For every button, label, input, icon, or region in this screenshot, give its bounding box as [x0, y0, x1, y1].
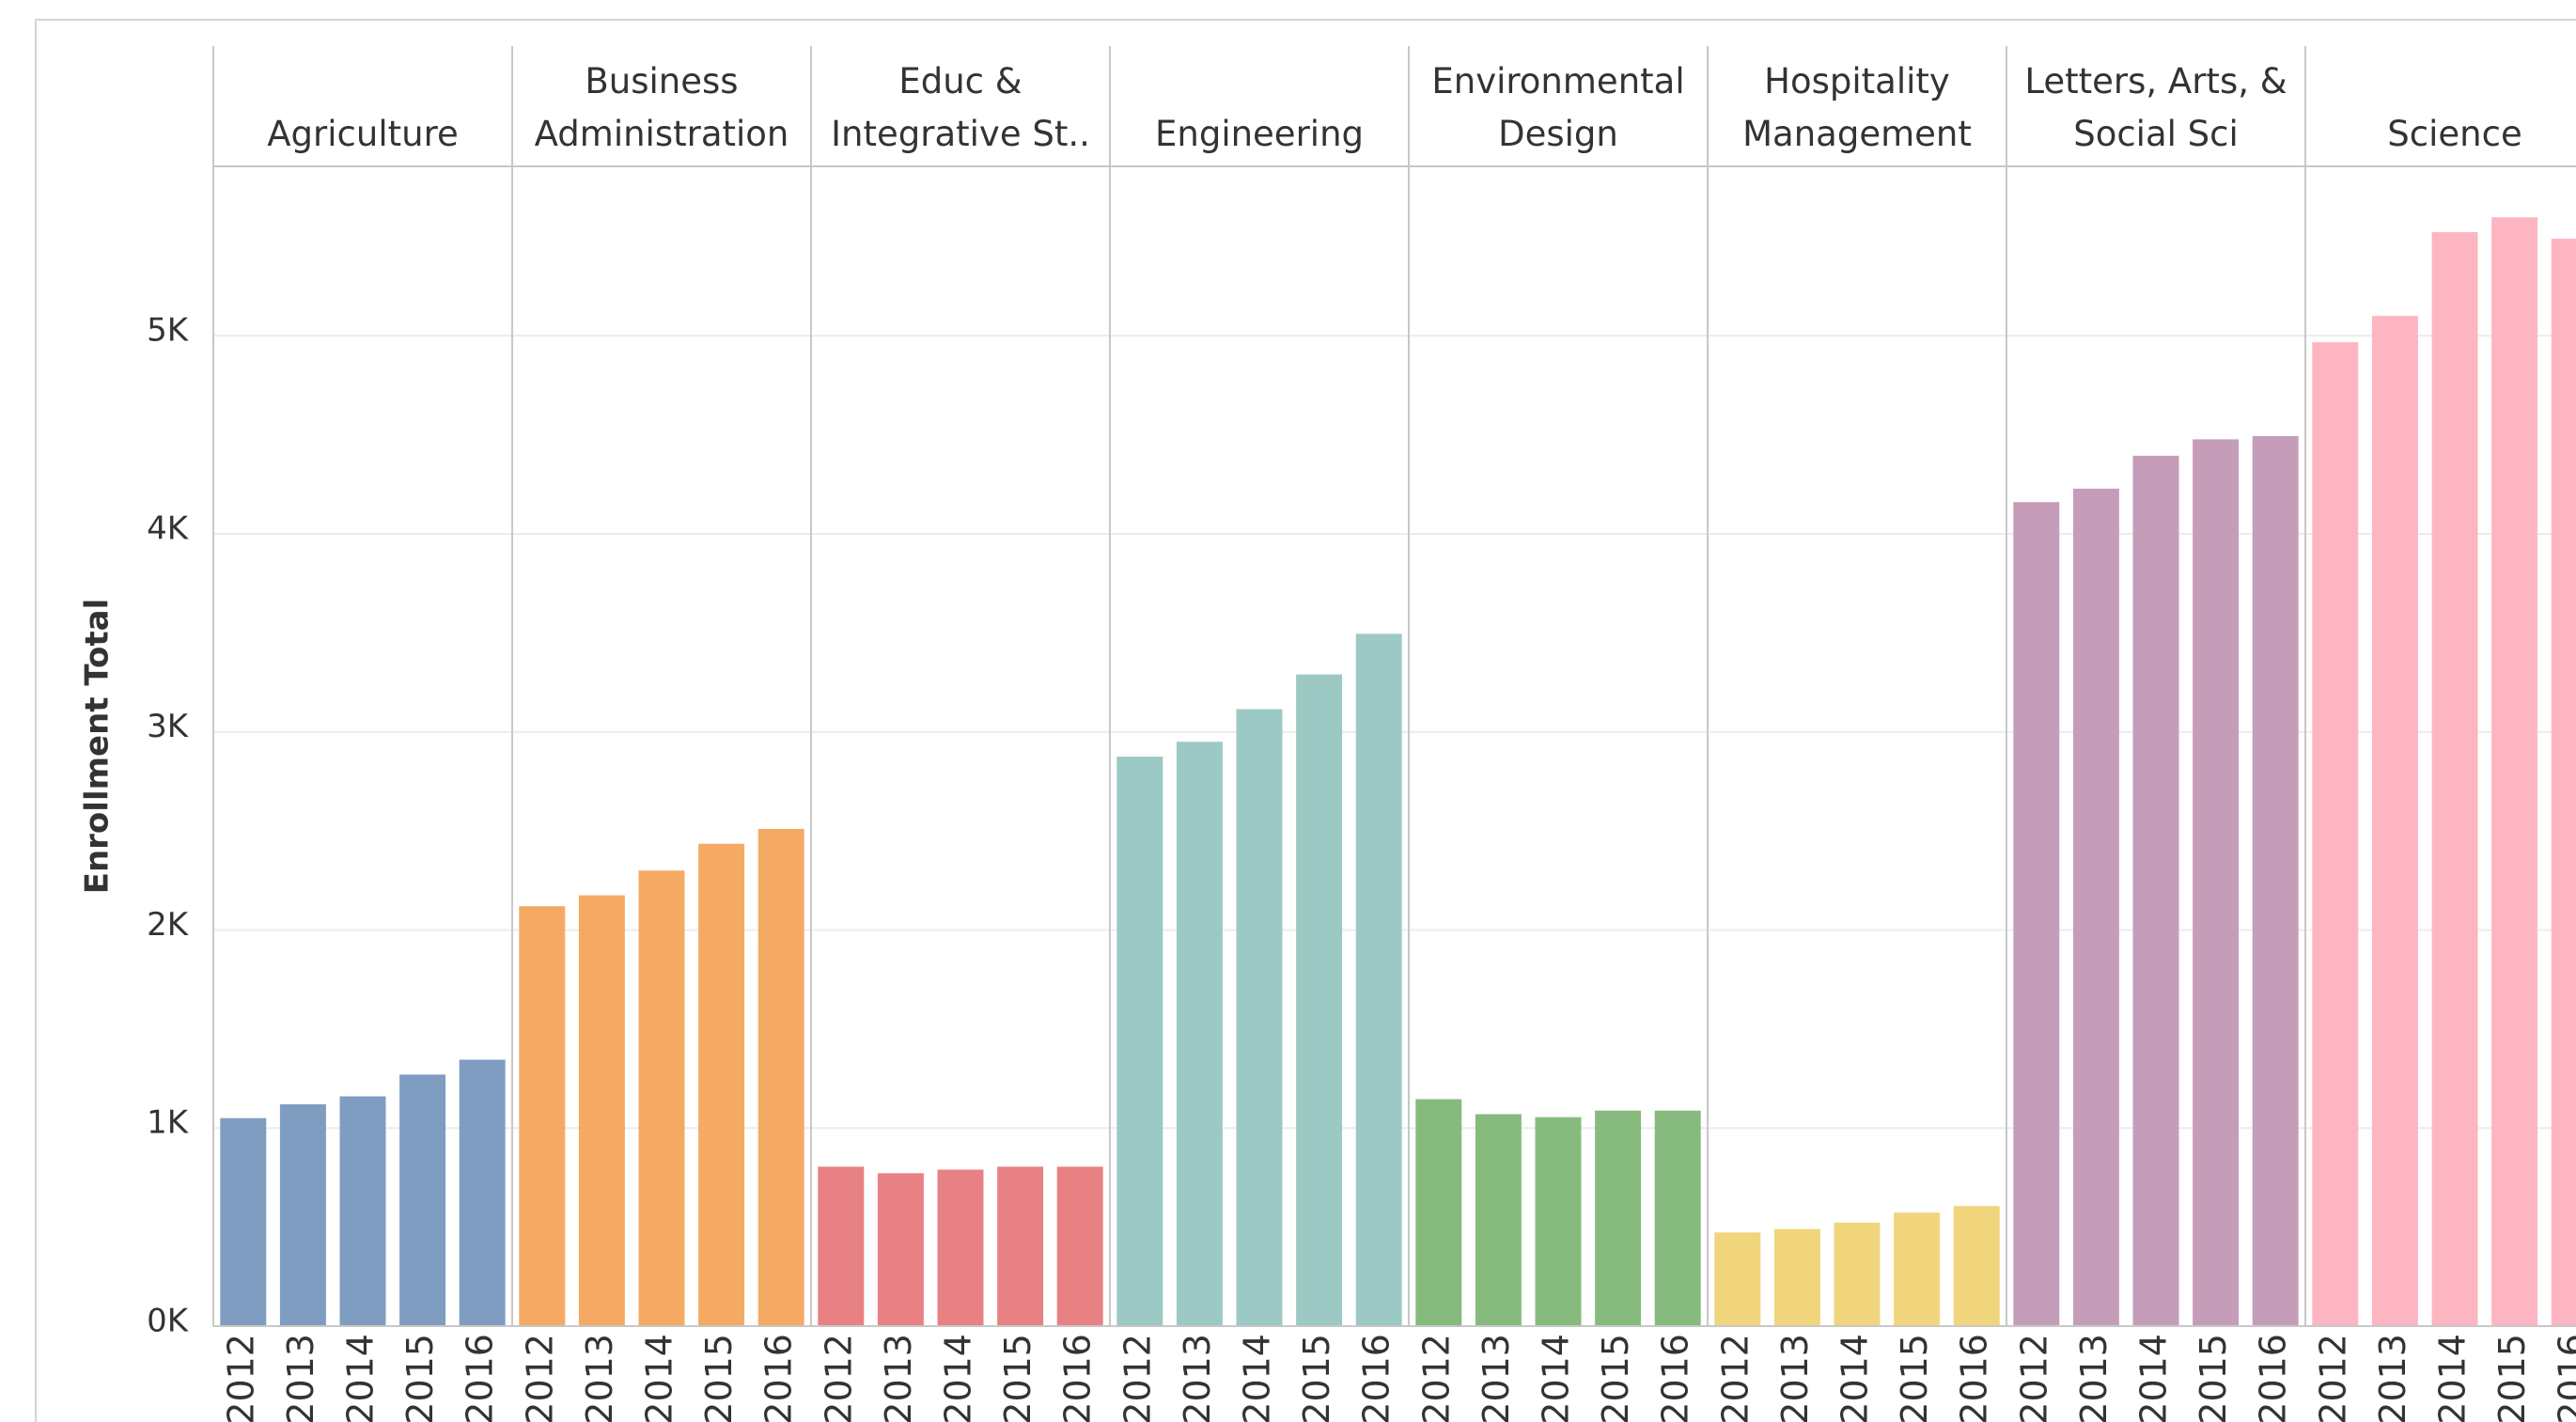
panel-header: Agriculture: [267, 114, 459, 154]
bar: [1176, 742, 1223, 1326]
y-tick-label: 3K: [147, 708, 190, 745]
frame: [35, 19, 2576, 1422]
x-tick-label: 2014: [1834, 1334, 1876, 1422]
x-tick-label: 2015: [1296, 1334, 1337, 1422]
bar: [2551, 238, 2576, 1327]
x-tick-label: 2012: [220, 1334, 261, 1422]
y-tick-label: 5K: [147, 312, 190, 350]
bar: [2132, 455, 2179, 1326]
x-tick-label: 2013: [878, 1334, 919, 1422]
x-tick-label: 2016: [460, 1334, 501, 1422]
x-tick-label: 2015: [997, 1334, 1038, 1422]
bar: [877, 1173, 924, 1326]
bar: [519, 906, 566, 1326]
x-tick-label: 2014: [1536, 1334, 1577, 1422]
bar: [1714, 1232, 1761, 1326]
bar: [2491, 217, 2538, 1327]
bar: [279, 1103, 326, 1326]
bar: [937, 1169, 984, 1326]
x-tick-label: 2016: [1356, 1334, 1397, 1422]
x-tick-label: 2012: [519, 1334, 560, 1422]
panel-header: Hospitality Management: [1742, 61, 1972, 154]
x-tick-label: 2015: [2491, 1334, 2533, 1422]
bar: [1296, 674, 1343, 1326]
bar: [2252, 436, 2299, 1326]
y-tick-label: 1K: [147, 1104, 190, 1142]
bar: [1535, 1117, 1582, 1326]
bar: [698, 843, 745, 1326]
x-tick-label: 2012: [818, 1334, 859, 1422]
x-tick-label: 2016: [1655, 1334, 1696, 1422]
y-tick-label: 2K: [147, 906, 190, 944]
panel-header: Environmental Design: [1431, 61, 1685, 154]
y-axis-title: Enrollment Total: [79, 599, 117, 895]
x-tick-label: 2012: [1116, 1334, 1158, 1422]
x-tick-label: 2014: [938, 1334, 979, 1422]
x-tick-label: 2016: [758, 1334, 800, 1422]
bar: [339, 1096, 386, 1326]
x-tick-label: 2015: [2193, 1334, 2234, 1422]
bar: [399, 1074, 446, 1326]
bar: [1953, 1206, 2000, 1326]
x-tick-label: 2012: [2013, 1334, 2054, 1422]
x-tick-label: 2012: [2312, 1334, 2353, 1422]
bar: [220, 1117, 267, 1326]
bar: [638, 870, 685, 1326]
panel-header: Educ & Integrative St..: [831, 61, 1090, 154]
y-tick-label: 4K: [147, 509, 190, 547]
x-tick-label: 2016: [2253, 1334, 2294, 1422]
x-tick-label: 2013: [1475, 1334, 1517, 1422]
bar: [2013, 502, 2060, 1326]
bar: [997, 1166, 1044, 1326]
bar: [1475, 1114, 1522, 1326]
y-tick-label: 0K: [147, 1303, 190, 1340]
bar: [1595, 1110, 1642, 1326]
bar: [1654, 1110, 1701, 1326]
x-tick-label: 2013: [2073, 1334, 2115, 1422]
bar: [2312, 342, 2359, 1326]
x-tick-label: 2014: [340, 1334, 382, 1422]
x-tick-label: 2016: [1057, 1334, 1099, 1422]
x-tick-label: 2014: [639, 1334, 680, 1422]
bar: [1116, 757, 1163, 1326]
x-tick-label: 2015: [698, 1334, 740, 1422]
x-tick-label: 2016: [2552, 1334, 2576, 1422]
x-tick-label: 2013: [1177, 1334, 1218, 1422]
bar: [2193, 439, 2240, 1326]
x-tick-label: 2012: [1415, 1334, 1457, 1422]
bar: [1355, 633, 1402, 1326]
bar: [1894, 1212, 1941, 1326]
x-tick-label: 2015: [399, 1334, 441, 1422]
x-tick-label: 2015: [1595, 1334, 1636, 1422]
x-tick-label: 2013: [280, 1334, 321, 1422]
bar: [2431, 231, 2478, 1327]
x-tick-label: 2014: [2432, 1334, 2474, 1422]
x-tick-label: 2014: [2133, 1334, 2175, 1422]
bar: [1056, 1166, 1103, 1326]
x-tick-label: 2012: [1714, 1334, 1756, 1422]
x-tick-label: 2013: [2372, 1334, 2413, 1422]
x-tick-label: 2014: [1237, 1334, 1278, 1422]
bar: [578, 895, 625, 1326]
bar: [2371, 316, 2418, 1327]
x-tick-label: 2013: [579, 1334, 620, 1422]
panel-header: Science: [2387, 114, 2522, 154]
x-tick-label: 2016: [1954, 1334, 1995, 1422]
bar: [459, 1059, 506, 1326]
x-tick-label: 2013: [1774, 1334, 1816, 1422]
bar: [1415, 1099, 1462, 1326]
panel-header: Letters, Arts, & Social Sci: [2024, 61, 2287, 154]
bar: [2072, 488, 2119, 1326]
panel-header: Engineering: [1155, 114, 1364, 154]
bar: [818, 1166, 865, 1326]
bar: [1236, 709, 1283, 1326]
bar: [1834, 1222, 1881, 1326]
bar: [1773, 1228, 1820, 1326]
bar: [757, 828, 804, 1326]
panel-header: Business Administration: [534, 61, 789, 154]
x-tick-label: 2015: [1894, 1334, 1935, 1422]
